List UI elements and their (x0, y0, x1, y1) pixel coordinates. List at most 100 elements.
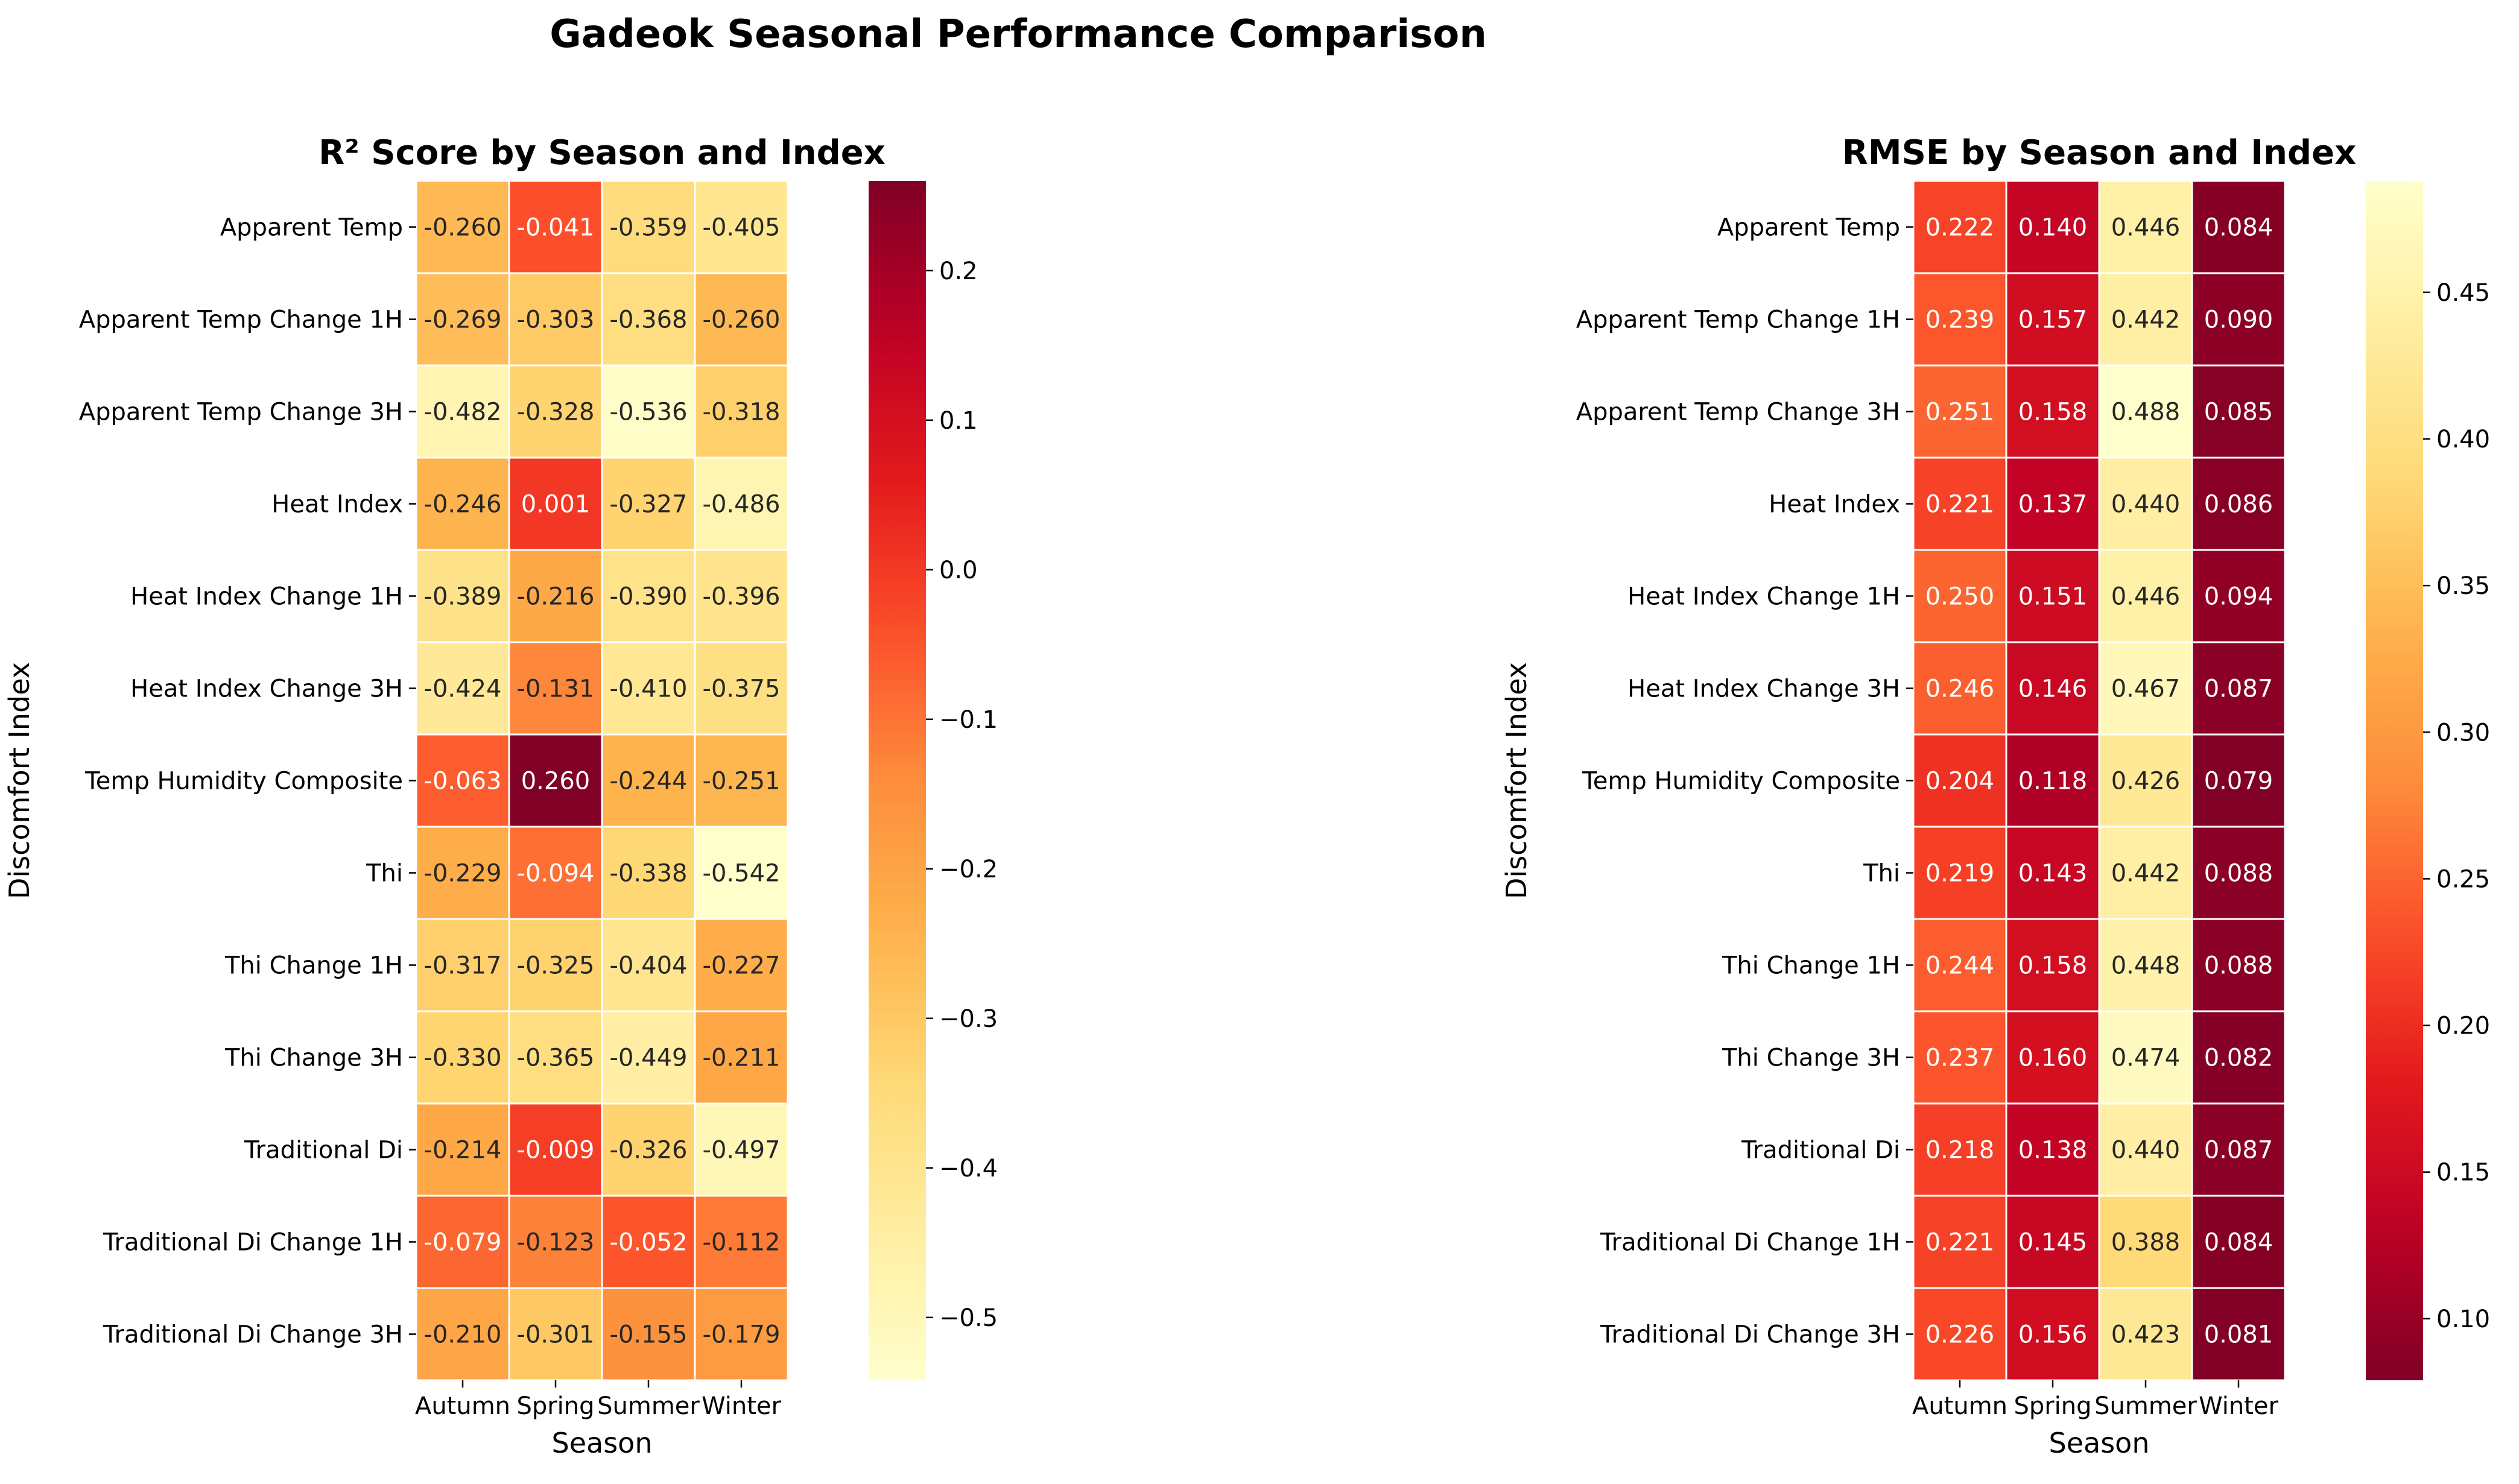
r2-cell-label: -0.041 (517, 214, 595, 242)
rmse-cell-label: 0.221 (1925, 1229, 1995, 1257)
rmse-cell-label: 0.440 (2111, 1137, 2181, 1164)
rmse-cell-label: 0.084 (2204, 214, 2273, 242)
rmse-row-tick-label: Apparent Temp Change 3H (1576, 399, 1900, 426)
rmse-col-tick-label: Spring (2014, 1392, 2091, 1420)
r2-cell-label: -0.063 (424, 768, 502, 795)
r2-cell-label: -0.486 (703, 491, 781, 519)
r2-cell-label: -0.368 (610, 306, 688, 334)
r2-cell (694, 1195, 789, 1289)
rmse-cell (1912, 1102, 2007, 1197)
rmse-cell-label: 0.137 (2018, 491, 2088, 519)
rmse-cell-label: 0.158 (2018, 399, 2088, 426)
rmse-row-tick-label: Apparent Temp Change 1H (1576, 306, 1900, 334)
rmse-cell-label: 0.146 (2018, 675, 2088, 703)
rmse-cell-label: 0.446 (2111, 583, 2181, 611)
r2-cell (415, 1287, 510, 1381)
r2-row-tick-label: Traditional Di Change 1H (103, 1229, 403, 1257)
r2-colorbar-tick-label: −0.2 (939, 856, 998, 883)
r2-cell-label: -0.359 (610, 214, 688, 242)
rmse-cell-label: 0.084 (2204, 1229, 2273, 1257)
r2-row-tick-label: Heat Index Change 3H (130, 675, 403, 703)
rmse-cell-label: 0.446 (2111, 214, 2181, 242)
rmse-col-tick-label: Autumn (1912, 1392, 2007, 1420)
rmse-cell-label: 0.081 (2204, 1321, 2273, 1349)
rmse-cell (1912, 272, 2007, 367)
r2-row-tick-label: Apparent Temp (220, 214, 403, 242)
rmse-cell-label: 0.467 (2111, 675, 2181, 703)
rmse-cell (2005, 1287, 2100, 1381)
rmse-heatmap-panel: RMSE by Season and Index 0.222 0.140 0.446 0… (1500, 133, 2490, 1459)
r2-cell-label: -0.365 (517, 1044, 595, 1072)
rmse-cell-label: 0.426 (2111, 768, 2181, 795)
rmse-row-tick-label: Thi Change 1H (1722, 952, 1900, 980)
r2-cell-label: -0.214 (424, 1137, 502, 1164)
r2-cell-label: -0.542 (703, 860, 781, 888)
r2-cell-label: -0.327 (610, 491, 688, 519)
r2-col-tick-label: Spring (516, 1392, 594, 1420)
r2-cell (508, 1287, 603, 1381)
rmse-cell (1912, 641, 2007, 736)
rmse-colorbar-tick-label: 0.25 (2436, 865, 2490, 893)
r2-cell (694, 641, 789, 736)
rmse-cell (2098, 364, 2193, 459)
r2-cell-label: -0.375 (703, 675, 781, 703)
r2-cell-label: -0.251 (703, 768, 781, 795)
rmse-cell-label: 0.088 (2204, 952, 2273, 980)
r2-cell-label: -0.390 (610, 583, 688, 611)
rmse-cell-label: 0.086 (2204, 491, 2273, 519)
rmse-cell-label: 0.140 (2018, 214, 2088, 242)
r2-cell (415, 1195, 510, 1289)
r2-cell (601, 733, 696, 828)
r2-col-tick-label: Autumn (415, 1392, 510, 1420)
rmse-cell (2191, 1102, 2286, 1197)
r2-cell (694, 549, 789, 643)
r2-cell-label: 0.001 (521, 491, 591, 519)
r2-row-tick-label: Heat Index Change 1H (130, 583, 403, 611)
rmse-cell (2005, 456, 2100, 551)
r2-row-tick-label: Apparent Temp Change 3H (79, 399, 403, 426)
r2-cell-label: -0.094 (517, 860, 595, 888)
r2-cell (415, 826, 510, 920)
r2-cell (694, 1287, 789, 1381)
rmse-row-tick-label: Traditional Di Change 1H (1600, 1229, 1900, 1257)
rmse-cell (2191, 456, 2286, 551)
r2-cell (601, 826, 696, 920)
r2-cell-label: -0.536 (610, 399, 688, 426)
r2-cell-label: -0.211 (703, 1044, 781, 1072)
r2-colorbar-tick-label: −0.3 (939, 1005, 998, 1033)
r2-cell (601, 180, 696, 274)
rmse-cell-label: 0.204 (1925, 768, 1995, 795)
rmse-cell-label: 0.226 (1925, 1321, 1995, 1349)
r2-cell-label: -0.424 (424, 675, 502, 703)
rmse-cell (2191, 180, 2286, 274)
rmse-cell (2191, 918, 2286, 1012)
rmse-cell (2191, 549, 2286, 643)
r2-cell-label: -0.210 (424, 1321, 502, 1349)
rmse-y-axis-label: Discomfort Index (1500, 662, 1533, 899)
r2-col-tick-label: Summer (597, 1392, 700, 1420)
rmse-cell (2191, 364, 2286, 459)
r2-cell (694, 918, 789, 1012)
r2-cell-label: -0.396 (703, 583, 781, 611)
r2-cell (601, 549, 696, 643)
r2-cell (694, 456, 789, 551)
r2-cell (508, 364, 603, 459)
r2-row-tick-label: Temp Humidity Composite (84, 768, 403, 795)
rmse-row-tick-label: Thi Change 3H (1722, 1044, 1900, 1072)
rmse-cell-label: 0.079 (2204, 768, 2273, 795)
r2-cell (508, 1102, 603, 1197)
rmse-colorbar-tick-label: 0.45 (2436, 279, 2490, 307)
rmse-cell (1912, 364, 2007, 459)
r2-row-tick-label: Traditional Di (244, 1137, 403, 1164)
r2-colorbar-tick-label: −0.4 (939, 1155, 998, 1182)
rmse-cell-label: 0.090 (2204, 306, 2273, 334)
r2-cell (508, 456, 603, 551)
rmse-cell-label: 0.251 (1925, 399, 1995, 426)
r2-chart-title: R² Score by Season and Index (318, 133, 886, 172)
rmse-cell (2005, 549, 2100, 643)
r2-cell (694, 733, 789, 828)
rmse-cell-label: 0.388 (2111, 1229, 2181, 1257)
rmse-cell (2191, 733, 2286, 828)
rmse-cell (1912, 918, 2007, 1012)
rmse-cell (2191, 1287, 2286, 1381)
